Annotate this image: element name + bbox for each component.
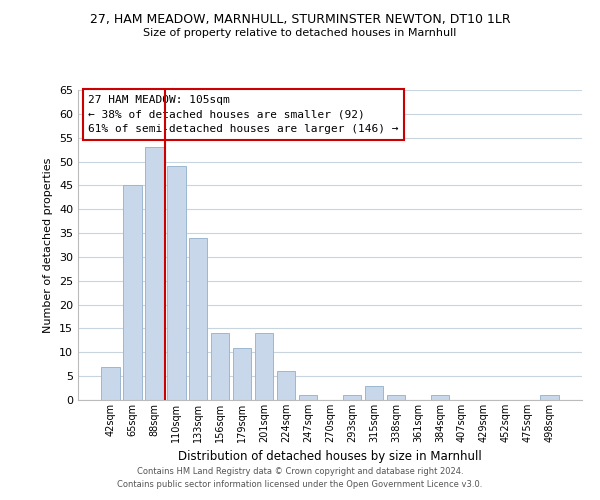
Bar [541,395,559,400]
Text: Contains public sector information licensed under the Open Government Licence v3: Contains public sector information licen… [118,480,482,489]
Text: 27 HAM MEADOW: 105sqm
← 38% of detached houses are smaller (92)
61% of semi-deta: 27 HAM MEADOW: 105sqm ← 38% of detached … [88,94,398,134]
Bar [211,333,229,400]
Text: Size of property relative to detached houses in Marnhull: Size of property relative to detached ho… [143,28,457,38]
Bar [189,238,208,400]
Bar [277,372,295,400]
Bar [343,395,361,400]
Text: 27, HAM MEADOW, MARNHULL, STURMINSTER NEWTON, DT10 1LR: 27, HAM MEADOW, MARNHULL, STURMINSTER NE… [89,12,511,26]
Bar [299,395,317,400]
Bar [386,395,405,400]
X-axis label: Distribution of detached houses by size in Marnhull: Distribution of detached houses by size … [178,450,482,464]
Text: Contains HM Land Registry data © Crown copyright and database right 2024.: Contains HM Land Registry data © Crown c… [137,467,463,476]
Bar [431,395,449,400]
Bar [167,166,185,400]
Bar [123,186,142,400]
Bar [145,147,164,400]
Bar [101,366,119,400]
Bar [255,333,274,400]
Y-axis label: Number of detached properties: Number of detached properties [43,158,53,332]
Bar [365,386,383,400]
Bar [233,348,251,400]
